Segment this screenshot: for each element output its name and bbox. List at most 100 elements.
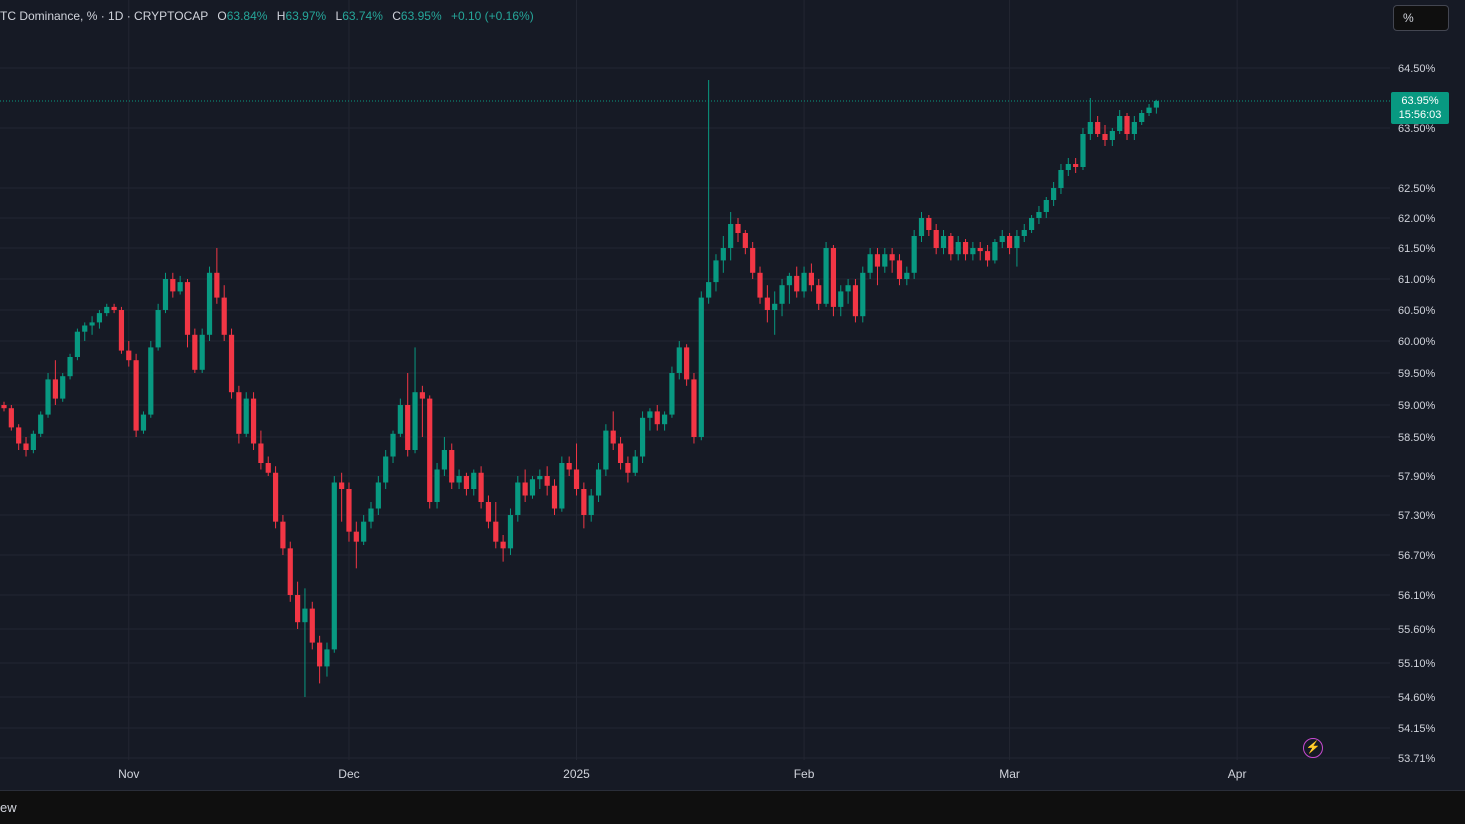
x-tick-label: Mar bbox=[999, 767, 1020, 781]
candle-body bbox=[830, 248, 837, 307]
candle-body bbox=[750, 248, 756, 273]
candle-body bbox=[38, 414, 44, 434]
candle-body bbox=[860, 272, 866, 317]
candle-body bbox=[911, 236, 917, 273]
candle-body bbox=[1021, 230, 1027, 236]
candle-body bbox=[324, 649, 330, 667]
candle-body bbox=[786, 275, 792, 286]
candle-body bbox=[236, 392, 242, 434]
candle-body bbox=[1036, 212, 1042, 218]
unit-button[interactable]: % bbox=[1393, 5, 1449, 31]
candle-body bbox=[184, 282, 191, 335]
candle-body bbox=[838, 291, 844, 307]
y-tick-label: 59.50% bbox=[1398, 368, 1436, 380]
x-tick-label: Feb bbox=[794, 767, 815, 781]
candle-body bbox=[551, 485, 558, 509]
y-tick-label: 57.90% bbox=[1398, 471, 1436, 483]
footer-label: ew bbox=[0, 800, 17, 815]
candle-body bbox=[801, 272, 807, 292]
candle-body bbox=[383, 456, 389, 483]
y-tick-label: 63.50% bbox=[1398, 123, 1436, 135]
candle-body bbox=[933, 230, 939, 248]
candle-body bbox=[962, 242, 969, 255]
candle-body bbox=[742, 233, 748, 248]
candle-body bbox=[625, 463, 631, 473]
candle-body bbox=[140, 414, 147, 431]
candle-body bbox=[595, 469, 602, 496]
candle-body bbox=[728, 224, 734, 248]
legend-close: 63.95% bbox=[400, 9, 442, 23]
candle-body bbox=[639, 417, 646, 457]
candle-body bbox=[265, 463, 271, 473]
candle-body bbox=[940, 236, 947, 248]
candle-body bbox=[302, 608, 308, 623]
y-tick-label: 58.50% bbox=[1398, 432, 1436, 444]
candle-body bbox=[104, 306, 110, 314]
candle-body bbox=[214, 272, 220, 298]
candle-body bbox=[390, 433, 396, 457]
y-tick-label: 53.71% bbox=[1398, 753, 1436, 765]
candle-body bbox=[1102, 134, 1108, 140]
legend-high-label: H bbox=[276, 9, 286, 23]
candle-body bbox=[471, 472, 477, 489]
lightning-icon[interactable]: ⚡ bbox=[1303, 738, 1323, 758]
candle-body bbox=[544, 476, 550, 486]
candle-body bbox=[1006, 236, 1013, 248]
candle-body bbox=[412, 392, 418, 450]
y-tick-label: 62.00% bbox=[1398, 213, 1436, 225]
x-tick-label: 2025 bbox=[563, 767, 590, 781]
candle-body bbox=[434, 469, 440, 502]
candle-body bbox=[361, 521, 367, 542]
price-scale[interactable]: 64.50% 63.50% 62.50% 62.00% 61.50% 61.00% 60.5… bbox=[1390, 0, 1465, 790]
candle-body bbox=[23, 443, 29, 450]
candle-body bbox=[889, 254, 895, 261]
candle-body bbox=[720, 248, 726, 261]
candle-body bbox=[478, 472, 484, 502]
y-tick-label: 64.50% bbox=[1398, 63, 1436, 75]
legend-close-label: C bbox=[392, 9, 401, 23]
y-tick-label: 59.00% bbox=[1398, 400, 1436, 412]
candle-body bbox=[559, 463, 565, 509]
y-tick-label: 54.60% bbox=[1398, 692, 1436, 704]
candle-body bbox=[647, 411, 653, 418]
candle-body bbox=[706, 282, 712, 298]
chart-area[interactable]: Nov Dec 2025 Feb Mar Apr TC Dominance, % · 1D… bbox=[0, 0, 1390, 790]
candle-body bbox=[632, 456, 638, 473]
candle-body bbox=[272, 472, 279, 522]
candle-body bbox=[16, 427, 22, 444]
candle-body bbox=[764, 297, 770, 310]
candle-body bbox=[493, 521, 499, 542]
y-tick-label: 61.00% bbox=[1398, 274, 1436, 286]
candlestick-chart[interactable]: Nov Dec 2025 Feb Mar Apr bbox=[0, 0, 1390, 790]
candle-body bbox=[1051, 188, 1057, 200]
candle-body bbox=[1029, 218, 1035, 230]
candle-body bbox=[111, 306, 117, 310]
candle-body bbox=[735, 224, 741, 233]
candle-body bbox=[309, 608, 315, 643]
candle-body bbox=[654, 411, 660, 425]
candle-body bbox=[192, 334, 198, 370]
y-tick-label: 55.10% bbox=[1398, 658, 1436, 670]
candle-body bbox=[999, 236, 1005, 242]
candle-body bbox=[1014, 236, 1020, 248]
candle-body bbox=[918, 218, 925, 236]
legend-open: 63.84% bbox=[226, 9, 268, 23]
candle-body bbox=[603, 430, 609, 470]
candle-body bbox=[463, 476, 470, 489]
candle-body bbox=[874, 254, 881, 267]
candle-body bbox=[662, 414, 668, 425]
legend-low-label: L bbox=[335, 9, 343, 23]
candle-body bbox=[867, 254, 873, 273]
legend-low: 63.74% bbox=[342, 9, 383, 23]
candle-body bbox=[74, 331, 80, 357]
candle-body bbox=[177, 282, 183, 292]
candle-body bbox=[1043, 200, 1049, 212]
candle-body bbox=[52, 379, 58, 399]
candle-body bbox=[1095, 122, 1101, 134]
y-tick-label: 57.30% bbox=[1398, 510, 1436, 522]
candle-body bbox=[882, 254, 888, 267]
candle-body bbox=[397, 405, 403, 434]
candle-body bbox=[456, 476, 462, 483]
candle-body bbox=[1087, 122, 1093, 134]
candle-body bbox=[67, 357, 73, 377]
